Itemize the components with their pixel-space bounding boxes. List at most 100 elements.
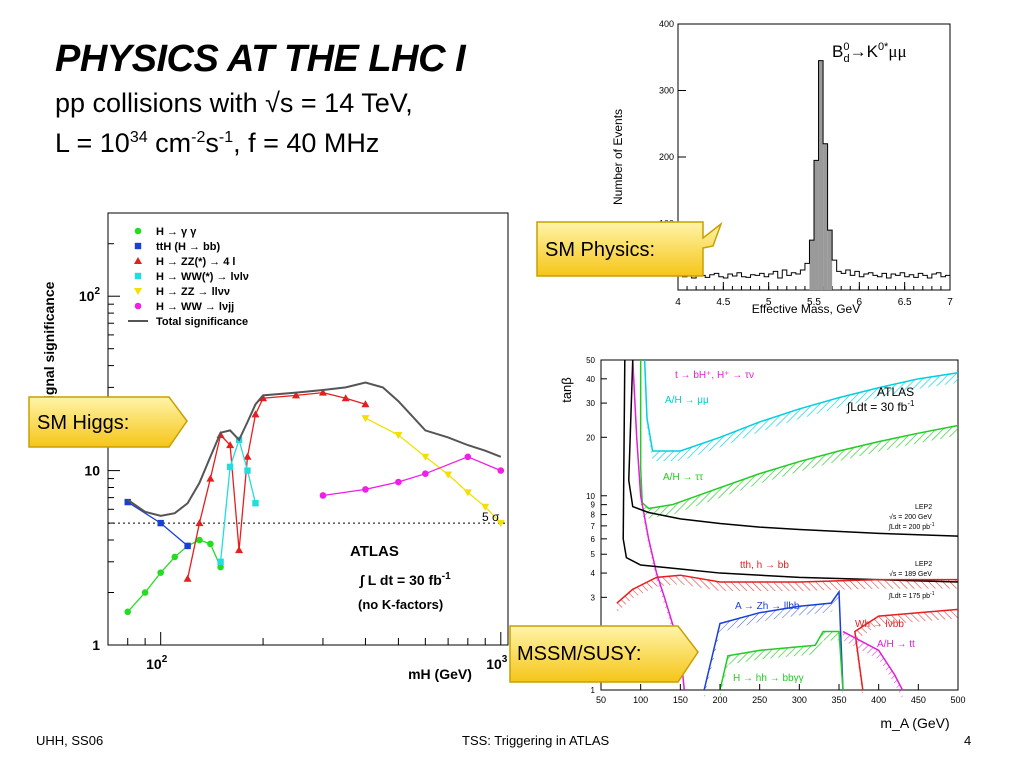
mssm-region-label: t → bH⁺, H⁺ → τν bbox=[675, 370, 754, 381]
higgs-point bbox=[496, 520, 505, 528]
higgs-point bbox=[226, 463, 234, 471]
higgs-point bbox=[217, 563, 224, 571]
higgs-point bbox=[394, 432, 403, 440]
higgs-ytick-label: 10 bbox=[84, 463, 100, 479]
mssm-hatched-band bbox=[854, 609, 958, 699]
mssm-ytick-label: 5 bbox=[591, 550, 596, 559]
mssm-xlabel: m_A (GeV) bbox=[880, 715, 949, 731]
higgs-point bbox=[235, 546, 244, 554]
higgs-point bbox=[134, 242, 142, 250]
higgs-point bbox=[259, 394, 268, 402]
lumi-exp-3: -1 bbox=[218, 129, 234, 146]
higgs-point bbox=[362, 486, 369, 493]
b-mass-title: B0 d→K0*μμ bbox=[832, 41, 907, 65]
mssm-ticks: 5010015020025030035040045050012345678910… bbox=[586, 356, 965, 705]
higgs-point bbox=[243, 452, 252, 460]
b-mass-bars bbox=[678, 60, 950, 291]
higgs-point bbox=[481, 503, 490, 511]
higgs-xtick-label: 102 bbox=[146, 654, 168, 672]
mssm-region-label: A/H → tt bbox=[877, 639, 915, 650]
mssm-region-label: tth, h → bb bbox=[740, 560, 789, 571]
higgs-legend-label: H → ZZ(*) → 4 l bbox=[156, 256, 235, 268]
mssm-ytick-label: 10 bbox=[586, 492, 595, 501]
higgs-point bbox=[134, 302, 142, 310]
mssm-curve bbox=[703, 589, 844, 691]
higgs-point bbox=[157, 569, 164, 576]
sm-physics-label: SM Physics: bbox=[545, 239, 655, 261]
higgs-point bbox=[134, 288, 142, 295]
mssm-region-label: H → hh → bbγγ bbox=[733, 673, 804, 684]
lumi-text-a: L = 10 bbox=[55, 128, 130, 158]
higgs-point bbox=[318, 388, 327, 396]
higgs-point bbox=[207, 540, 214, 548]
higgs-series-line bbox=[127, 381, 502, 517]
higgs-legend-label: Total significance bbox=[156, 316, 248, 328]
higgs-legend-label: ttH (H → bb) bbox=[156, 241, 220, 253]
higgs-point bbox=[361, 400, 370, 408]
mssm-curve bbox=[719, 630, 844, 691]
mssm-region-label: A → Zh → llbb bbox=[735, 601, 800, 612]
mssm-labels: t → bH⁺, H⁺ → τν A/H → μμ A/H → ττ tth, h →… bbox=[663, 370, 915, 684]
mssm-ytick-label: 9 bbox=[591, 501, 596, 510]
higgs-xtick-label: 103 bbox=[486, 654, 508, 672]
sm-physics-callout-shape bbox=[536, 221, 723, 277]
b-mass-xtick-label: 4.5 bbox=[716, 297, 730, 308]
b-mass-ytick-label: 200 bbox=[659, 152, 674, 162]
higgs-point bbox=[464, 453, 472, 461]
higgs-legend-label: H → γ γ bbox=[156, 226, 197, 238]
mssm-hatched-band bbox=[616, 575, 958, 613]
mssm-curve bbox=[643, 359, 959, 452]
b-mass-ylabel: Number of Events bbox=[611, 109, 625, 205]
subtitle-line-1: pp collisions with √s = 14 TeV, bbox=[55, 88, 413, 118]
sm-higgs-callout: SM Higgs: bbox=[28, 396, 188, 448]
higgs-point bbox=[319, 492, 327, 499]
mssm-ytick-label: 6 bbox=[591, 535, 596, 544]
footer-left: UHH, SS06 bbox=[36, 733, 104, 748]
mssm-xtick-label: 250 bbox=[752, 695, 767, 705]
mssm-callout-shape bbox=[509, 625, 699, 683]
mssm-xtick-label: 400 bbox=[871, 695, 886, 705]
subtitle-line-2: L = 1034 cm-2s-1, f = 40 MHz bbox=[55, 128, 379, 159]
higgs-point bbox=[226, 441, 235, 449]
b-mass-ytick-label: 300 bbox=[659, 86, 674, 96]
mssm-curve bbox=[842, 630, 904, 691]
mssm-ylabel: tanβ bbox=[559, 377, 574, 403]
lumi-text-b: cm bbox=[147, 128, 192, 158]
mssm-xtick-label: 150 bbox=[673, 695, 688, 705]
lumi-text-c: s bbox=[205, 128, 219, 158]
lumi-exp-2: -2 bbox=[191, 129, 206, 146]
higgs-kfactor-label: (no K-factors) bbox=[358, 597, 443, 612]
mssm-callout: MSSM/SUSY: bbox=[509, 625, 699, 683]
b-mass-histogram: 44.555.566.57100200300400 B0d→K0*μμ Effe… bbox=[611, 19, 953, 316]
higgs-point bbox=[341, 394, 350, 402]
b-mass-xlabel: Effective Mass, GeV bbox=[752, 302, 861, 316]
svg-text:√s = 200 GeV: √s = 200 GeV bbox=[889, 513, 932, 521]
svg-text:LEP2: LEP2 bbox=[915, 504, 932, 511]
higgs-point bbox=[251, 410, 260, 418]
b-mass-bar bbox=[823, 143, 828, 290]
mssm-ytick-label: 30 bbox=[586, 399, 595, 408]
higgs-legend-label: H → WW → lνjj bbox=[156, 301, 234, 313]
mssm-ytick-label: 1 bbox=[591, 686, 596, 695]
mssm-curve bbox=[616, 574, 958, 604]
higgs-ytick-label: 102 bbox=[79, 286, 101, 304]
svg-text:LEP2: LEP2 bbox=[915, 561, 932, 568]
mssm-ytick-label: 3 bbox=[591, 593, 596, 602]
higgs-point bbox=[196, 536, 203, 544]
higgs-point bbox=[252, 500, 259, 507]
higgs-point bbox=[463, 489, 472, 497]
higgs-point bbox=[395, 478, 402, 486]
mssm-xtick-label: 350 bbox=[831, 695, 846, 705]
mssm-ytick-label: 20 bbox=[586, 433, 595, 442]
b-mass-xtick-label: 5 bbox=[766, 297, 772, 308]
higgs-point bbox=[134, 257, 142, 264]
higgs-point bbox=[217, 558, 224, 565]
higgs-point bbox=[497, 467, 505, 474]
higgs-5sigma-label: 5 σ bbox=[482, 510, 500, 524]
mssm-xtick-label: 450 bbox=[911, 695, 926, 705]
mssm-hatched-band bbox=[644, 360, 958, 462]
mssm-lep189-label: LEP2 √s = 189 GeV ∫Ldt = 175 pb-1 bbox=[888, 561, 935, 600]
mssm-region-label: A/H → μμ bbox=[665, 395, 709, 406]
b-mass-xtick-label: 6 bbox=[857, 297, 863, 308]
higgs-series bbox=[124, 381, 505, 616]
